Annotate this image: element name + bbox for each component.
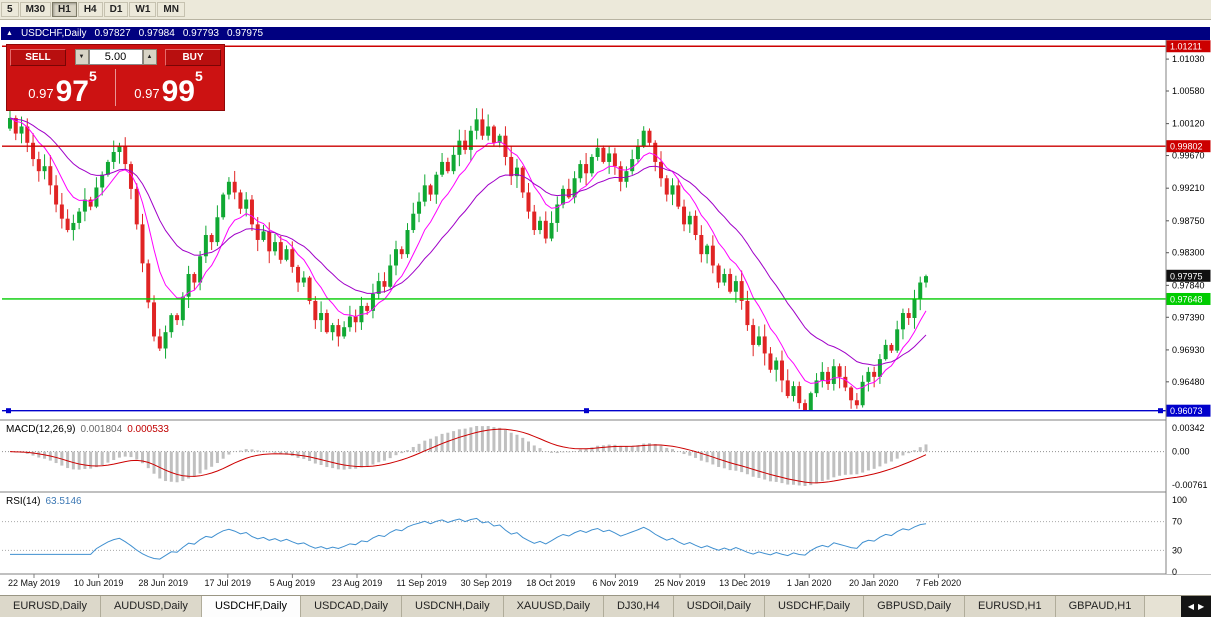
timeframe-button-5[interactable]: 5: [1, 2, 19, 17]
sell-button[interactable]: SELL: [10, 48, 66, 66]
rsi-label: RSI(14) 63.5146: [6, 496, 82, 507]
svg-text:1.01030: 1.01030: [1172, 54, 1205, 64]
rsi-indicator: [2, 517, 1166, 560]
svg-text:0.96073: 0.96073: [1170, 406, 1203, 416]
chart-tab-gbpaud-h1[interactable]: GBPAUD,H1: [1055, 596, 1146, 617]
moving-averages: [9, 117, 927, 390]
svg-text:0.00: 0.00: [1172, 447, 1190, 457]
svg-text:0.98750: 0.98750: [1172, 216, 1205, 226]
buy-price-prefix: 0.97: [134, 86, 160, 101]
price-divider: [115, 69, 116, 106]
svg-text:0.99210: 0.99210: [1172, 183, 1205, 193]
sell-price-prefix: 0.97: [28, 86, 54, 101]
svg-text:1.00120: 1.00120: [1172, 119, 1205, 129]
svg-text:0.97648: 0.97648: [1170, 294, 1203, 304]
svg-text:0: 0: [1172, 567, 1177, 577]
svg-text:0.97390: 0.97390: [1172, 312, 1205, 322]
chart-tab-bar: EURUSD,Daily AUDUSD,Daily USDCHF,Daily USDC…: [0, 595, 1211, 617]
chart-tab-usdcad-daily[interactable]: USDCAD,Daily: [301, 596, 403, 617]
chart-tab-eurusd-daily[interactable]: EURUSD,Daily: [0, 596, 101, 617]
timeframe-button-D1[interactable]: D1: [103, 2, 129, 17]
buy-price-sup: 5: [194, 68, 203, 84]
svg-text:5 Aug 2019: 5 Aug 2019: [270, 578, 316, 588]
tab-scroll-right-button[interactable]: ▶: [1198, 602, 1205, 611]
chart-title: USDCHF,Daily: [20, 28, 87, 39]
svg-text:1.01211: 1.01211: [1170, 42, 1202, 52]
date-axis[interactable]: 22 May 2019 10 Jun 2019 28 Jun 2019 17 Jul …: [8, 574, 961, 588]
volume-input[interactable]: [88, 49, 143, 65]
svg-text:0.96930: 0.96930: [1172, 345, 1205, 355]
svg-text:70: 70: [1172, 517, 1182, 527]
svg-text:20 Jan 2020: 20 Jan 2020: [849, 578, 899, 588]
svg-text:22 May 2019: 22 May 2019: [8, 578, 60, 588]
timeframe-button-H4[interactable]: H4: [77, 2, 103, 17]
timeframe-toolbar: 5 M30 H1 H4 D1 W1 MN: [0, 0, 1211, 20]
chart-tab-usdchf-daily[interactable]: USDCHF,Daily: [201, 596, 302, 617]
ohlc-high: 0.97984: [138, 28, 175, 39]
ohlc-low: 0.97793: [182, 28, 219, 39]
volume-stepper: ▼ ▲: [74, 49, 157, 65]
svg-text:1 Jan 2020: 1 Jan 2020: [787, 578, 832, 588]
buy-price-display[interactable]: 0.97 99 5: [116, 67, 221, 108]
svg-text:0.99670: 0.99670: [1172, 151, 1205, 161]
timeframe-button-W1[interactable]: W1: [129, 2, 157, 17]
svg-text:13 Dec 2019: 13 Dec 2019: [719, 578, 770, 588]
svg-text:11 Sep 2019: 11 Sep 2019: [396, 578, 446, 588]
svg-text:23 Aug 2019: 23 Aug 2019: [332, 578, 383, 588]
sell-price-big: 97: [55, 74, 89, 108]
svg-text:25 Nov 2019: 25 Nov 2019: [654, 578, 705, 588]
chart-tab-usdchf-daily[interactable]: USDCHF,Daily: [764, 596, 865, 617]
svg-text:7 Feb 2020: 7 Feb 2020: [916, 578, 962, 588]
sell-price-sup: 5: [88, 68, 97, 84]
sell-price-display[interactable]: 0.97 97 5: [10, 67, 115, 108]
chart-tab-usdoil-daily[interactable]: USDOil,Daily: [673, 596, 765, 617]
svg-text:30 Sep 2019: 30 Sep 2019: [461, 578, 512, 588]
ohlc-open: 0.97827: [94, 28, 131, 39]
chart-tab-xauusd-daily[interactable]: XAUUSD,Daily: [503, 596, 604, 617]
chart-tab-usdcnh-daily[interactable]: USDCNH,Daily: [402, 596, 504, 617]
chart-tab-eurusd-h1[interactable]: EURUSD,H1: [965, 596, 1056, 617]
svg-text:17 Jul 2019: 17 Jul 2019: [205, 578, 252, 588]
chart-tab-audusd-daily[interactable]: AUDUSD,Daily: [100, 596, 202, 617]
volume-decrease-button[interactable]: ▼: [74, 49, 89, 65]
panel-separators: [0, 419, 1211, 575]
timeframe-button-M30[interactable]: M30: [19, 2, 52, 17]
svg-text:0.00342: 0.00342: [1172, 423, 1205, 433]
svg-text:0.97840: 0.97840: [1172, 280, 1205, 290]
tab-scroll-left-button[interactable]: ◀: [1187, 602, 1194, 611]
volume-increase-button[interactable]: ▲: [142, 49, 157, 65]
chart-icon: ▲: [6, 30, 13, 37]
timeframe-button-H1[interactable]: H1: [52, 2, 77, 17]
buy-button[interactable]: BUY: [165, 48, 221, 66]
svg-text:30: 30: [1172, 545, 1182, 555]
svg-text:-0.00761: -0.00761: [1172, 480, 1208, 490]
candlesticks: [8, 107, 928, 411]
ohlc-close: 0.97975: [226, 28, 264, 39]
svg-text:100: 100: [1172, 495, 1187, 505]
tab-scroll-buttons: ◀ ▶: [1181, 596, 1211, 617]
timeframe-button-MN[interactable]: MN: [157, 2, 185, 17]
svg-text:0.98300: 0.98300: [1172, 248, 1205, 258]
macd-indicator: [2, 426, 1166, 486]
macd-label: MACD(12,26,9) 0.001804 0.000533: [6, 424, 169, 435]
svg-text:0.99802: 0.99802: [1170, 142, 1203, 152]
svg-text:6 Nov 2019: 6 Nov 2019: [592, 578, 638, 588]
svg-text:0.97975: 0.97975: [1170, 271, 1203, 281]
one-click-trading-panel: SELL ▼ ▲ BUY 0.97 97 5 0.97 99 5: [6, 44, 225, 111]
svg-text:18 Oct 2019: 18 Oct 2019: [526, 578, 575, 588]
price-axis[interactable]: 1.01030 1.00580 1.00120 0.99670 0.99210 0.987…: [1165, 40, 1211, 577]
svg-text:0.96480: 0.96480: [1172, 377, 1205, 387]
chart-title-bar: ▲ USDCHF,Daily 0.97827 0.97984 0.97793 0…: [1, 27, 1210, 40]
svg-text:28 Jun 2019: 28 Jun 2019: [138, 578, 188, 588]
buy-price-big: 99: [161, 74, 195, 108]
svg-text:10 Jun 2019: 10 Jun 2019: [74, 578, 124, 588]
svg-text:1.00580: 1.00580: [1172, 86, 1205, 96]
chart-tab-dj30-h4[interactable]: DJ30,H4: [603, 596, 674, 617]
chart-tab-gbpusd-daily[interactable]: GBPUSD,Daily: [864, 596, 966, 617]
